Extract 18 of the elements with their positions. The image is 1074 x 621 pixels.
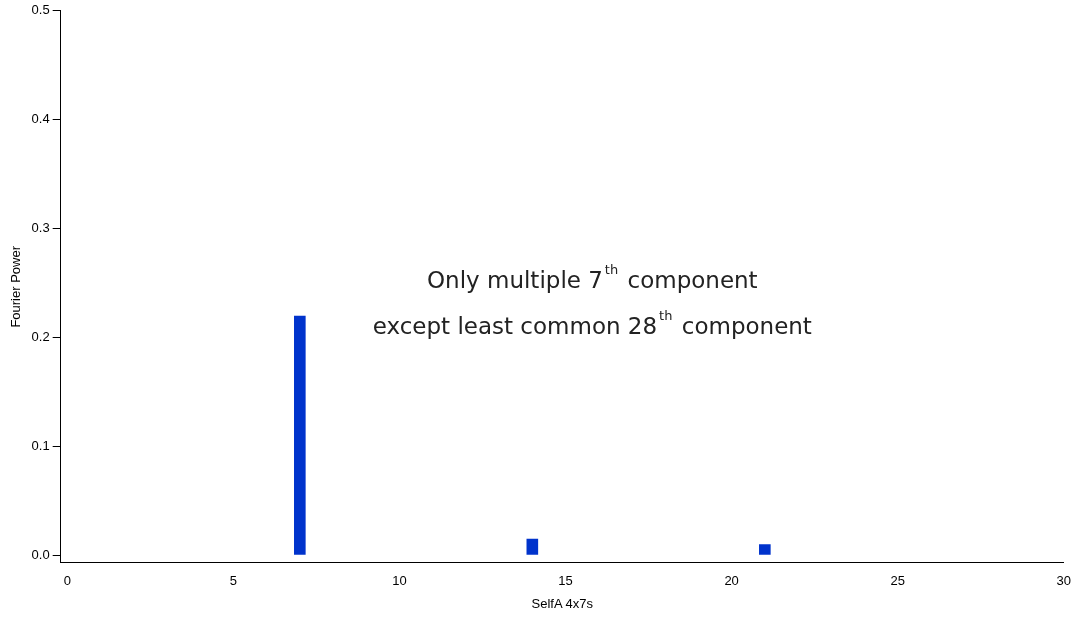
bar xyxy=(759,544,771,555)
x-tick-label: 10 xyxy=(392,573,407,589)
x-axis-title: SelfA 4x7s xyxy=(531,595,594,611)
y-axis-title: Fourier Power xyxy=(8,245,24,328)
y-tick-label: 0.5 xyxy=(31,2,50,18)
y-tick-label: 0.2 xyxy=(31,329,50,345)
x-tick-label: 20 xyxy=(724,573,739,589)
x-tick-label: 15 xyxy=(558,573,573,589)
y-tick-label: 0.1 xyxy=(31,437,50,453)
y-tick-label: 0.0 xyxy=(31,546,50,562)
bar xyxy=(526,538,539,555)
x-tick-label: 0 xyxy=(63,573,71,589)
x-tick-label: 5 xyxy=(229,573,238,589)
y-tick-label: 0.4 xyxy=(31,111,50,127)
y-tick-label: 0.3 xyxy=(31,220,50,236)
bar xyxy=(294,315,306,555)
x-tick-label: 25 xyxy=(890,573,905,589)
x-tick-label: 30 xyxy=(1056,573,1071,589)
